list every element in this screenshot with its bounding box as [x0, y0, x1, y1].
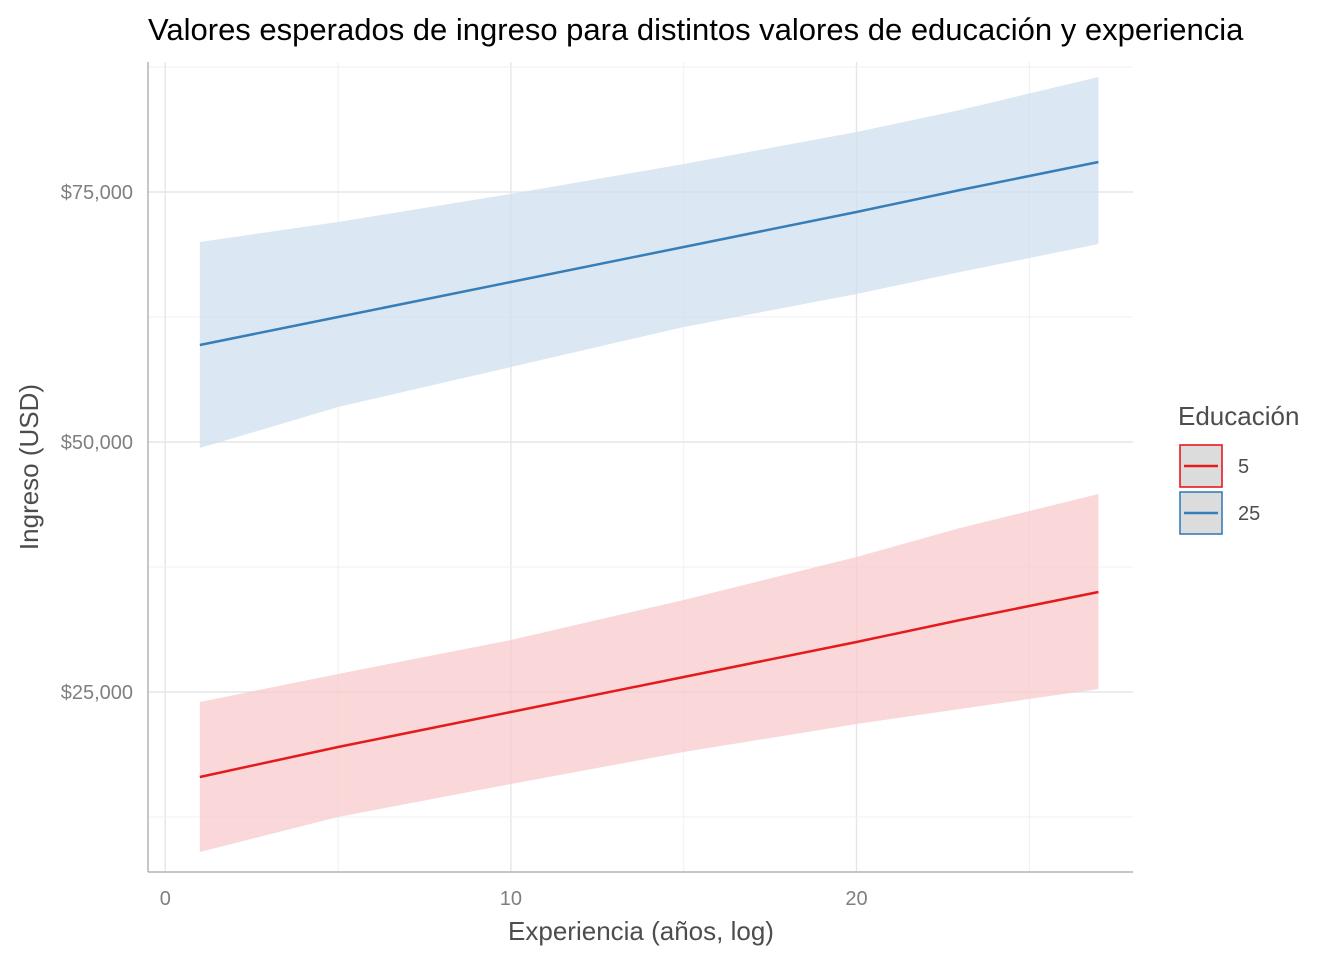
x-axis-title: Experiencia (años, log) — [508, 916, 774, 946]
line-series-25 — [199, 160, 1099, 347]
ribbon-series-25 — [199, 77, 1099, 448]
y-axis-title: Ingreso (USD) — [14, 384, 44, 550]
y-axis-ticks: $25,000 $50,000 $75,000 — [61, 182, 133, 704]
y-tick-label: $75,000 — [61, 182, 133, 204]
legend: Educación 5 25 — [1178, 401, 1299, 535]
legend-items: 5 25 — [1179, 444, 1260, 535]
x-tick-label: 10 — [500, 888, 522, 910]
line-series-5 — [199, 590, 1099, 779]
y-tick-label: $25,000 — [61, 682, 133, 704]
legend-title: Educación — [1178, 401, 1299, 431]
series-lines — [199, 160, 1099, 779]
y-tick-label: $50,000 — [61, 432, 133, 454]
confidence-ribbons — [199, 77, 1099, 852]
x-axis-ticks: 0 10 20 — [160, 888, 868, 910]
ribbon-series-5 — [199, 494, 1099, 852]
x-tick-label: 20 — [845, 888, 867, 910]
chart-title: Valores esperados de ingreso para distin… — [148, 12, 1244, 47]
legend-label-5: 5 — [1238, 456, 1249, 478]
x-tick-label: 0 — [160, 888, 171, 910]
legend-label-25: 25 — [1238, 503, 1260, 525]
